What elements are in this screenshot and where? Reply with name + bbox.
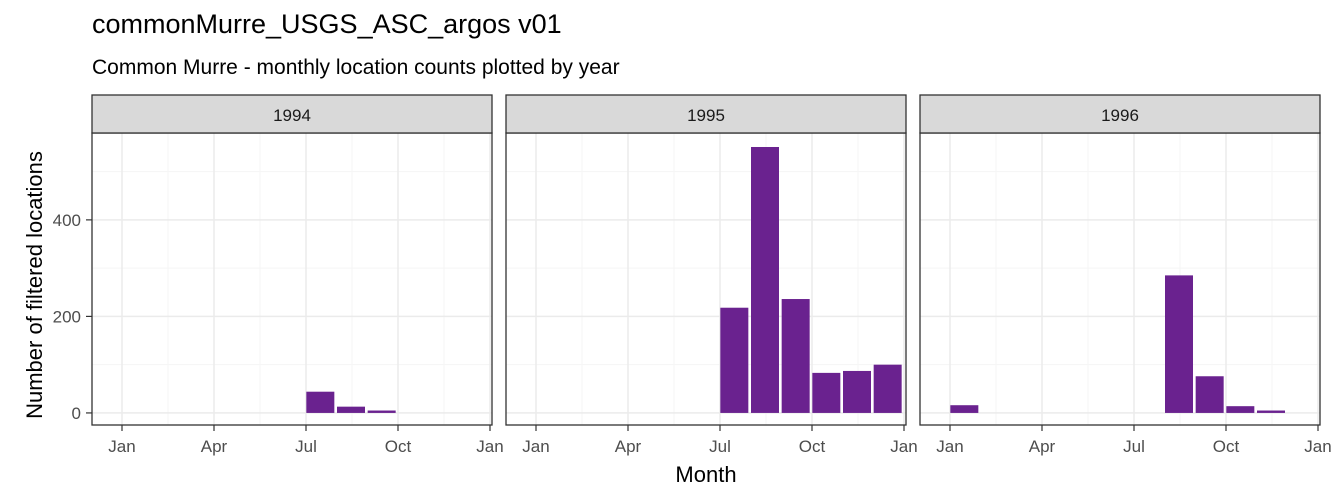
bar-1996-month-11 <box>1257 410 1285 413</box>
x-tick-label: Oct <box>385 437 412 456</box>
facet-panel-1994: 1994 Jan Apr Jul Oct Jan <box>91 94 504 456</box>
x-tick-label: Jul <box>1123 437 1145 456</box>
facet-panel-1995: 1995 Jan Apr Jul Oct Jan <box>505 94 918 456</box>
bar-1996-month-10 <box>1226 406 1255 413</box>
chart-title: commonMurre_USGS_ASC_argos v01 <box>92 9 562 39</box>
x-tick-label: Jan <box>476 437 503 456</box>
bar-1994-month-8 <box>337 406 365 413</box>
x-tick-label: Jan <box>936 437 963 456</box>
bar-1995-month-7 <box>720 307 749 413</box>
bar-1995-month-9 <box>781 299 810 413</box>
bar-1995-month-12 <box>873 364 902 413</box>
bar-1995-month-8 <box>751 146 779 413</box>
bar-1996-month-9 <box>1195 376 1224 413</box>
facet-strip-label: 1995 <box>687 106 725 125</box>
x-tick-label: Jan <box>108 437 135 456</box>
facet-strip <box>505 94 907 134</box>
y-tick-label: 400 <box>53 211 81 230</box>
x-tick-label: Apr <box>615 437 642 456</box>
x-tick-label: Apr <box>201 437 228 456</box>
x-tick-label: Jul <box>709 437 731 456</box>
x-tick-label: Jul <box>295 437 317 456</box>
y-tick-label: 200 <box>53 307 81 326</box>
bar-1994-month-7 <box>306 391 335 413</box>
bar-1994-month-9 <box>367 410 396 413</box>
bar-1996-month-8 <box>1165 275 1193 413</box>
facet-strip <box>91 94 493 134</box>
facet-strip-label: 1996 <box>1101 106 1139 125</box>
facet-strip-label: 1994 <box>273 106 311 125</box>
facet-strip <box>919 94 1321 134</box>
x-tick-label: Apr <box>1029 437 1056 456</box>
x-tick-label: Oct <box>799 437 826 456</box>
x-tick-label: Jan <box>890 437 917 456</box>
x-axis-title: Month <box>675 462 736 487</box>
y-tick-label: 0 <box>72 404 81 423</box>
panel-background <box>92 133 492 425</box>
facet-panels: 0 200 400 1994 Jan Apr Jul Oct Jan 1995 Jan Apr Jul O… <box>53 94 1332 456</box>
y-axis-title: Number of filtered locations <box>22 151 47 419</box>
x-tick-label: Jan <box>1304 437 1331 456</box>
chart-subtitle: Common Murre - monthly location counts p… <box>92 56 620 79</box>
facet-panel-1996: 1996 Jan Apr Jul Oct Jan <box>919 94 1332 456</box>
bar-1995-month-10 <box>812 372 841 413</box>
bar-1996-month-1 <box>950 405 979 413</box>
x-tick-label: Jan <box>522 437 549 456</box>
bar-1995-month-11 <box>843 370 871 413</box>
panel-background <box>920 133 1320 425</box>
x-tick-label: Oct <box>1213 437 1240 456</box>
